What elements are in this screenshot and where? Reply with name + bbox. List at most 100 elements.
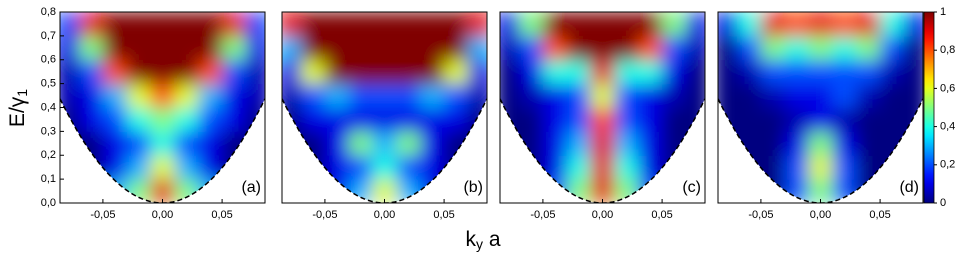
heat-cell xyxy=(590,179,615,203)
heat-cell xyxy=(760,35,786,61)
heat-cell xyxy=(903,12,923,37)
heat-cell xyxy=(832,155,857,180)
heat-cell xyxy=(737,107,762,132)
heat-cell xyxy=(372,59,397,85)
heat-cell xyxy=(856,12,881,37)
x-tick-label: 0,05 xyxy=(433,209,454,221)
heat-cell xyxy=(614,131,639,156)
heat-cell xyxy=(808,83,833,108)
y-tick-label: 0,8 xyxy=(41,6,56,18)
heat-cell xyxy=(60,12,80,37)
x-tick-label: -0,05 xyxy=(312,209,337,221)
heat-cell xyxy=(60,59,80,85)
heat-cell xyxy=(372,179,397,203)
heat-cell xyxy=(126,83,152,108)
y-axis-label-sub: 1 xyxy=(14,89,30,97)
heat-cell xyxy=(856,107,881,132)
heat-cell xyxy=(638,83,663,108)
heat-cell xyxy=(282,35,302,61)
heat-cell xyxy=(784,155,810,180)
x-tick-label: -0,05 xyxy=(748,209,773,221)
colorbar-tick-label: 0,8 xyxy=(940,44,955,56)
heat-cell xyxy=(102,131,128,156)
y-tick-label: 0,2 xyxy=(41,149,56,161)
heat-cell xyxy=(444,12,469,37)
heat-cell xyxy=(903,35,923,61)
plot-area xyxy=(718,12,923,203)
heat-cell xyxy=(282,12,302,37)
heat-cell xyxy=(348,83,374,108)
heat-cell xyxy=(150,59,175,85)
heat-cell xyxy=(222,12,247,37)
x-tick-label: 0,00 xyxy=(152,209,173,221)
panel-label: (a) xyxy=(241,179,261,196)
heat-cell xyxy=(685,35,705,61)
heat-cell xyxy=(638,35,663,61)
heat-cell xyxy=(79,35,104,61)
heat-cell xyxy=(372,131,397,156)
heat-cell xyxy=(760,131,786,156)
heat-cell xyxy=(467,12,487,37)
heat-cell xyxy=(880,59,905,85)
heat-cell xyxy=(685,12,705,37)
heat-cell xyxy=(150,83,175,108)
x-tick-label: 0,05 xyxy=(211,209,232,221)
plot-area xyxy=(500,12,705,203)
heat-cell xyxy=(79,107,104,132)
heat-cell xyxy=(222,59,247,85)
heat-cell xyxy=(566,12,592,37)
heat-cell xyxy=(174,12,199,37)
heat-cell xyxy=(372,35,397,61)
heat-cell xyxy=(79,59,104,85)
heat-cell xyxy=(542,107,568,132)
heat-cell xyxy=(566,59,592,85)
colorbar-tick-label: 1 xyxy=(940,6,946,18)
heat-cell xyxy=(444,59,469,85)
panel-label: (d) xyxy=(899,179,919,196)
heat-cell xyxy=(737,59,762,85)
heat-cell xyxy=(638,12,663,37)
heat-cell xyxy=(198,131,223,156)
heat-cell xyxy=(542,131,568,156)
heat-cell xyxy=(348,107,374,132)
heat-cell xyxy=(638,107,663,132)
heat-cell xyxy=(519,35,544,61)
y-tick-label: 0,1 xyxy=(41,173,56,185)
heat-cell xyxy=(760,12,786,37)
heat-cell xyxy=(566,155,592,180)
heat-cell xyxy=(396,107,421,132)
heat-cell xyxy=(590,155,615,180)
heat-cell xyxy=(542,59,568,85)
heat-cell xyxy=(396,83,421,108)
heat-cell xyxy=(102,59,128,85)
heat-cell xyxy=(301,83,326,108)
heat-cell xyxy=(784,131,810,156)
heat-cell xyxy=(198,83,223,108)
heat-cell xyxy=(903,59,923,85)
heat-cell xyxy=(396,12,421,37)
x-axis-label: ky a xyxy=(465,228,500,252)
y-axis-label: E/γ1 xyxy=(6,89,30,127)
heat-cell xyxy=(566,107,592,132)
heat-cell xyxy=(301,12,326,37)
band-edge xyxy=(60,98,265,203)
heat-cell xyxy=(718,83,738,108)
heat-cell xyxy=(301,107,326,132)
colorbar xyxy=(923,11,935,204)
x-axis-label-main: k xyxy=(465,228,476,251)
heat-cell xyxy=(590,12,615,37)
heat-cell xyxy=(102,83,128,108)
heat-cell xyxy=(348,155,374,180)
heat-cell xyxy=(832,107,857,132)
heat-cell xyxy=(685,59,705,85)
heat-cell xyxy=(324,59,350,85)
heat-cell xyxy=(760,83,786,108)
heat-cell xyxy=(372,83,397,108)
heat-cell xyxy=(372,155,397,180)
heat-cell xyxy=(348,59,374,85)
heat-cell xyxy=(150,155,175,180)
heat-cell xyxy=(614,107,639,132)
heat-cell xyxy=(60,35,80,61)
y-tick-label: 0,6 xyxy=(41,54,56,66)
heat-cell xyxy=(500,12,520,37)
